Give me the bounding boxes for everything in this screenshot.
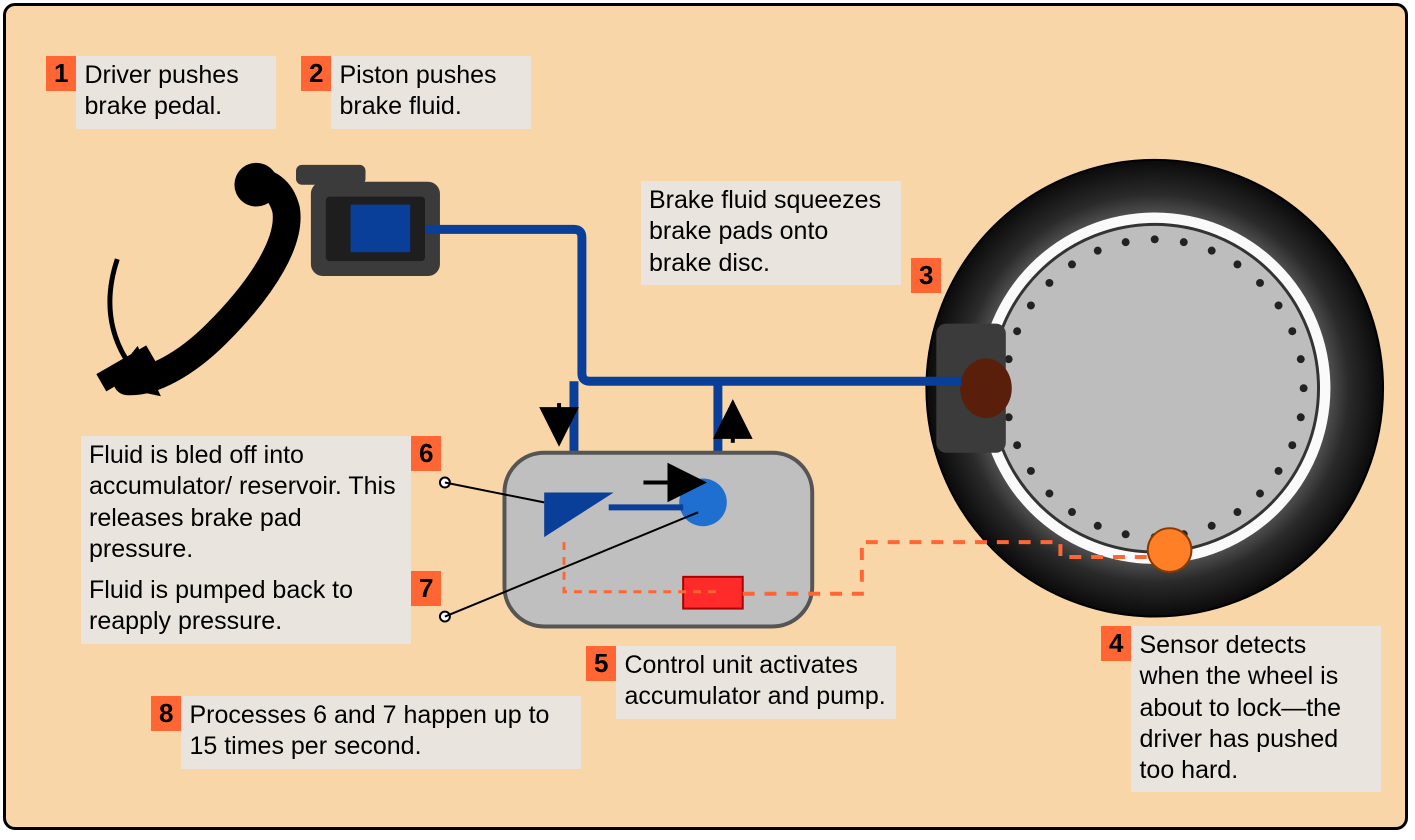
abs-control-unit bbox=[504, 453, 812, 627]
callout-6-text: Fluid is bled off into accumulator/ rese… bbox=[81, 436, 411, 571]
callout-1-num: 1 bbox=[46, 56, 76, 91]
diagram-canvas: 1 Driver pushes brake pedal. 2 Piston pu… bbox=[3, 3, 1408, 830]
callout-4-num: 4 bbox=[1101, 626, 1131, 661]
callout-1-text: Driver pushes brake pedal. bbox=[76, 56, 276, 129]
pump-icon bbox=[679, 479, 727, 527]
callout-8: 8 Processes 6 and 7 happen up to 15 time… bbox=[151, 696, 581, 769]
callout-8-num: 8 bbox=[151, 696, 181, 731]
callout-4-text: Sensor detects when the wheel is about t… bbox=[1131, 626, 1381, 792]
callout-7: Fluid is pumped back to reapply pressure… bbox=[81, 571, 441, 644]
callout-1: 1 Driver pushes brake pedal. bbox=[46, 56, 276, 129]
brake-disc bbox=[991, 224, 1319, 552]
callout-6: Fluid is bled off into accumulator/ rese… bbox=[81, 436, 441, 571]
callout-2-text: Piston pushes brake fluid. bbox=[331, 56, 531, 129]
callout-6-num: 6 bbox=[411, 436, 441, 471]
callout-3-num: 3 bbox=[911, 258, 941, 293]
callout-8-text: Processes 6 and 7 happen up to 15 times … bbox=[181, 696, 581, 769]
callout-7-num: 7 bbox=[411, 571, 441, 606]
callout-5-num: 5 bbox=[586, 646, 616, 681]
callout-2-num: 2 bbox=[301, 56, 331, 91]
callout-4: 4 Sensor detects when the wheel is about… bbox=[1101, 626, 1381, 792]
callout-3: Brake fluid squeezes brake pads onto bra… bbox=[641, 181, 901, 285]
callout-2: 2 Piston pushes brake fluid. bbox=[301, 56, 531, 129]
callout-5-text: Control unit activates accumulator and p… bbox=[616, 646, 896, 719]
callout-3-text: Brake fluid squeezes brake pads onto bra… bbox=[641, 181, 901, 285]
callout-7-text: Fluid is pumped back to reapply pressure… bbox=[81, 571, 411, 644]
wheel-sensor bbox=[1148, 528, 1192, 572]
brake-pedal-lever bbox=[127, 183, 286, 381]
callout-5: 5 Control unit activates accumulator and… bbox=[586, 646, 896, 719]
caliper-pad bbox=[960, 358, 1012, 418]
